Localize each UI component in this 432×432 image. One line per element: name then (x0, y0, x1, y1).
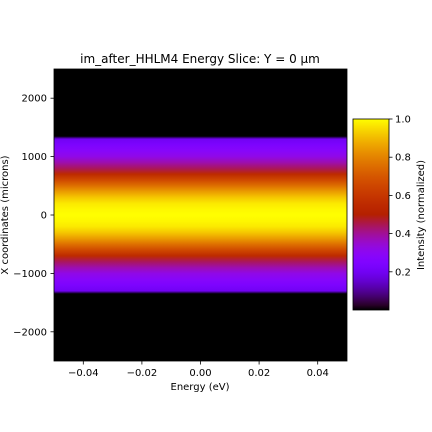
x-axis: −0.04 −0.02 0.00 0.02 0.04 (68, 361, 329, 379)
colorbar-tick-label: 0.8 (395, 153, 411, 164)
y-tick-label: 1000 (22, 152, 47, 163)
intensity-band (54, 69, 347, 361)
plot-area (54, 69, 347, 361)
colorbar-gradient (353, 119, 389, 310)
y-axis-label: X coordinates (microns) (0, 155, 11, 274)
colorbar-tick-label: 0.4 (395, 229, 411, 240)
colorbar-ticks: 0.2 0.4 0.6 0.8 1.0 (389, 115, 411, 279)
x-tick-label: −0.04 (68, 368, 99, 379)
x-tick-label: 0.04 (307, 368, 329, 379)
y-tick-label: −1000 (13, 269, 47, 280)
colorbar-tick-label: 0.6 (395, 191, 411, 202)
x-axis-label: Energy (eV) (171, 382, 230, 393)
y-tick-label: −2000 (13, 327, 47, 338)
x-tick-label: 0.02 (248, 368, 270, 379)
y-tick-label: 2000 (22, 94, 47, 105)
y-axis: −2000 −1000 0 1000 2000 (13, 94, 54, 339)
colorbar: 0.2 0.4 0.6 0.8 1.0 Intensity (normalized) (353, 115, 427, 311)
colorbar-label: Intensity (normalized) (416, 160, 427, 270)
y-tick-label: 0 (41, 211, 47, 222)
colorbar-tick-label: 0.2 (395, 267, 411, 278)
x-tick-label: 0.00 (189, 368, 211, 379)
chart-title: im_after_HHLM4 Energy Slice: Y = 0 μm (80, 52, 320, 66)
colorbar-tick-label: 1.0 (395, 115, 411, 126)
x-tick-label: −0.02 (127, 368, 158, 379)
